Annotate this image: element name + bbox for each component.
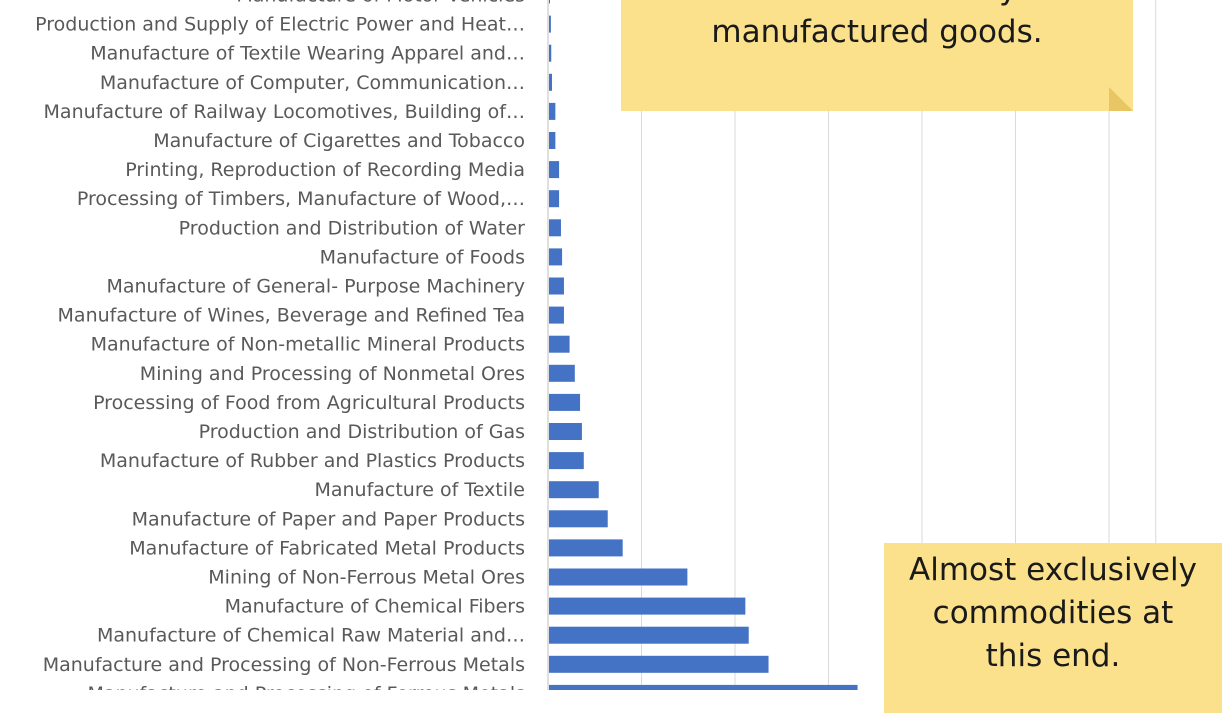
annotation-note-bottom: Almost exclusively commodities at this e… — [884, 543, 1222, 713]
annotation-top-line-1: Derive from many — [621, 0, 1133, 11]
category-label-11: Manufacture of Wines, Beverage and Refin… — [58, 305, 525, 327]
category-label-8: Production and Distribution of Water — [179, 217, 526, 239]
bar-9 — [549, 248, 563, 266]
bar-6 — [549, 161, 560, 179]
bar-2 — [549, 44, 552, 62]
category-label-10: Manufacture of General- Purpose Machiner… — [106, 276, 525, 298]
category-label-6: Printing, Reproduction of Recording Medi… — [125, 159, 525, 181]
category-label-21: Manufacture of Chemical Fibers — [225, 596, 525, 618]
bar-chart: Manufacture of Motor Vehicles Production … — [35, 0, 1157, 690]
category-label-19: Manufacture of Fabricated Metal Products — [129, 537, 525, 559]
bar-16 — [549, 452, 584, 470]
bar-24 — [549, 684, 858, 690]
bar-18 — [549, 510, 608, 528]
bar-12 — [549, 335, 570, 353]
category-label-23: Manufacture and Processing of Non-Ferrou… — [43, 654, 525, 676]
category-label-3: Manufacture of Computer, Communication… — [100, 72, 525, 94]
category-label-1: Production and Supply of Electric Power … — [35, 14, 525, 36]
category-label-22: Manufacture of Chemical Raw Material and… — [97, 625, 525, 647]
category-labels: Manufacture of Motor Vehicles Production … — [35, 0, 525, 690]
bar-14 — [549, 393, 581, 411]
bar-10 — [549, 277, 564, 295]
category-label-24: Manufacture and Processing of Ferrous Me… — [87, 683, 525, 690]
bar-22 — [549, 626, 749, 644]
category-label-13: Mining and Processing of Nonmetal Ores — [140, 363, 525, 385]
annotation-note-top: Derive from many manufactured goods. — [621, 0, 1133, 111]
category-label-17: Manufacture of Textile — [314, 479, 525, 501]
note-fold-corner — [1109, 87, 1133, 111]
bar-21 — [549, 597, 746, 615]
bar-8 — [549, 219, 561, 237]
category-label-9: Manufacture of Foods — [320, 246, 525, 268]
bar-1 — [549, 15, 551, 33]
bar-4 — [549, 102, 556, 120]
category-label-4: Manufacture of Railway Locomotives, Buil… — [44, 101, 525, 123]
bar-19 — [549, 539, 623, 557]
category-label-20: Mining of Non-Ferrous Metal Ores — [208, 567, 525, 589]
category-label-18: Manufacture of Paper and Paper Products — [132, 508, 525, 530]
category-label-16: Manufacture of Rubber and Plastics Produ… — [100, 450, 525, 472]
bar-7 — [549, 190, 560, 208]
annotation-bottom-line-3: this end. — [985, 637, 1121, 674]
gridlines — [641, 0, 1157, 690]
annotation-top-line-2: manufactured goods. — [711, 13, 1043, 50]
bar-15 — [549, 423, 582, 440]
bar-11 — [549, 306, 564, 324]
bar-5 — [549, 132, 556, 149]
bar-20 — [549, 568, 688, 586]
category-label-15: Production and Distribution of Gas — [199, 421, 525, 443]
bar-13 — [549, 364, 575, 382]
bar-23 — [549, 655, 769, 673]
bar-0 — [549, 0, 550, 4]
bars — [549, 0, 858, 690]
category-label-5: Manufacture of Cigarettes and Tobacco — [153, 130, 525, 152]
category-label-14: Processing of Food from Agricultural Pro… — [93, 392, 525, 414]
annotation-bottom-line-1: Almost exclusively — [909, 552, 1197, 588]
category-label-2: Manufacture of Textile Wearing Apparel a… — [90, 43, 525, 65]
bar-3 — [549, 73, 552, 91]
annotation-bottom-line-2: commodities at — [932, 594, 1174, 631]
category-label-7: Processing of Timbers, Manufacture of Wo… — [77, 188, 525, 210]
category-label-12: Manufacture of Non-metallic Mineral Prod… — [91, 334, 525, 356]
bar-17 — [549, 481, 599, 499]
category-label-0: Manufacture of Motor Vehicles — [236, 0, 525, 7]
